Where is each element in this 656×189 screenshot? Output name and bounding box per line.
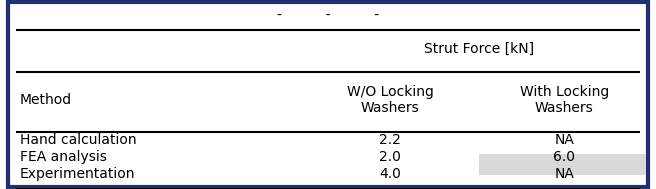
Text: W/O Locking
Washers: W/O Locking Washers	[347, 85, 434, 115]
Text: -          -          -: - - -	[277, 8, 379, 22]
Text: Method: Method	[20, 93, 72, 107]
Text: 2.0: 2.0	[379, 150, 401, 164]
Text: NA: NA	[554, 133, 574, 147]
Text: Experimentation: Experimentation	[20, 167, 135, 181]
Bar	[479, 153, 646, 175]
Text: 6.0: 6.0	[553, 150, 575, 164]
Text: 4.0: 4.0	[379, 167, 401, 181]
Text: Hand calculation: Hand calculation	[20, 133, 136, 147]
Text: Strut Force [kN]: Strut Force [kN]	[424, 42, 534, 56]
Text: FEA analysis: FEA analysis	[20, 150, 106, 164]
Text: NA: NA	[554, 167, 574, 181]
Text: 2.2: 2.2	[379, 133, 401, 147]
Text: With Locking
Washers: With Locking Washers	[520, 85, 609, 115]
